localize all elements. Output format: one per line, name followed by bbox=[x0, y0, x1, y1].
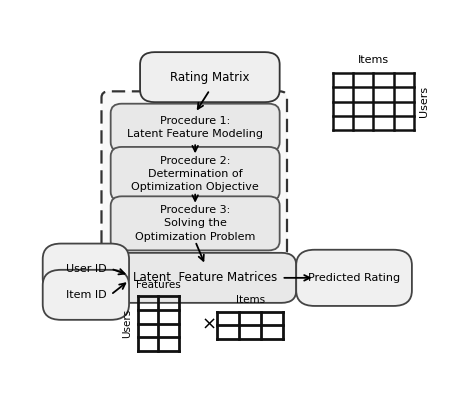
Text: Items: Items bbox=[358, 55, 389, 65]
Text: Item ID: Item ID bbox=[65, 290, 106, 300]
Text: Latent  Feature Matrices: Latent Feature Matrices bbox=[133, 271, 277, 284]
Text: Items: Items bbox=[236, 295, 265, 305]
FancyBboxPatch shape bbox=[110, 196, 280, 250]
Text: Features: Features bbox=[136, 279, 181, 290]
FancyBboxPatch shape bbox=[296, 250, 412, 306]
Text: Users: Users bbox=[419, 86, 429, 117]
FancyBboxPatch shape bbox=[43, 243, 129, 294]
Text: Procedure 2:
Determination of
Optimization Objective: Procedure 2: Determination of Optimizati… bbox=[131, 156, 259, 192]
FancyBboxPatch shape bbox=[43, 270, 129, 320]
FancyBboxPatch shape bbox=[140, 52, 280, 102]
Text: Procedure 1:
Latent Feature Modeling: Procedure 1: Latent Feature Modeling bbox=[127, 116, 263, 139]
Text: Predicted Rating: Predicted Rating bbox=[308, 273, 400, 283]
FancyBboxPatch shape bbox=[110, 104, 280, 152]
Text: User ID: User ID bbox=[65, 263, 106, 273]
FancyBboxPatch shape bbox=[110, 147, 280, 201]
FancyBboxPatch shape bbox=[101, 91, 287, 257]
Text: Rating Matrix: Rating Matrix bbox=[170, 71, 250, 84]
FancyBboxPatch shape bbox=[114, 253, 296, 303]
Text: Procedure 3:
Solving the
Optimization Problem: Procedure 3: Solving the Optimization Pr… bbox=[135, 205, 255, 241]
Text: $\times$: $\times$ bbox=[201, 314, 215, 332]
Text: Users: Users bbox=[122, 309, 132, 338]
